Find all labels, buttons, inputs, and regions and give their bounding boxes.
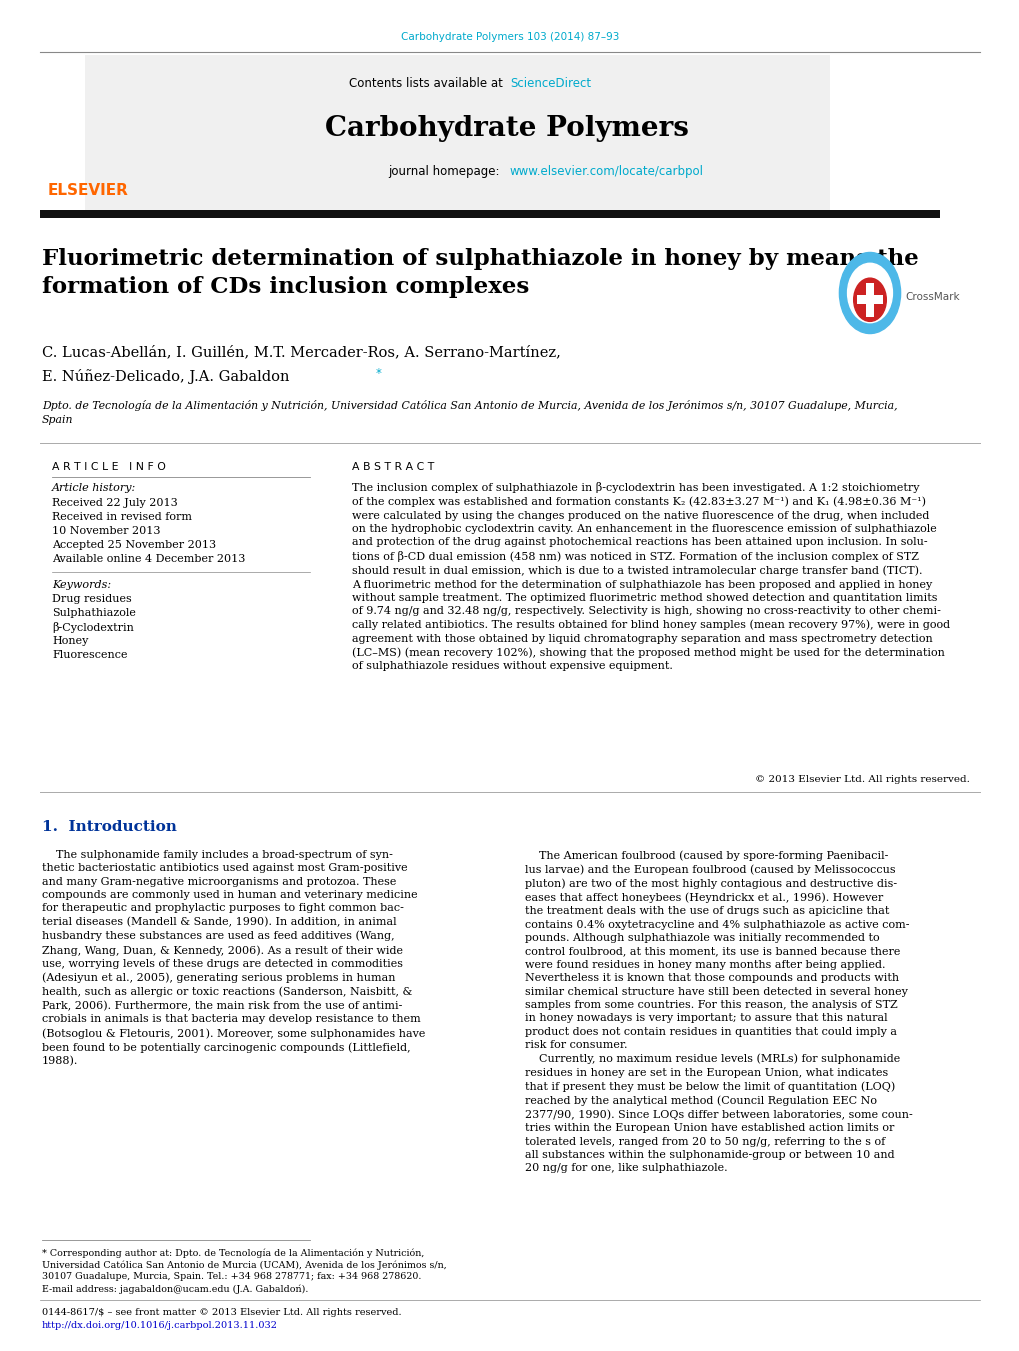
Text: Contents lists available at: Contents lists available at [348, 77, 506, 91]
Text: Received 22 July 2013: Received 22 July 2013 [52, 499, 177, 508]
Text: journal homepage:: journal homepage: [387, 165, 506, 178]
Text: E. Núñez-Delicado, J.A. Gabaldon: E. Núñez-Delicado, J.A. Gabaldon [42, 369, 289, 384]
Text: Fluorimetric determination of sulphathiazole in honey by means the
formation of : Fluorimetric determination of sulphathia… [42, 249, 918, 299]
Bar [865, 282, 872, 316]
Bar [856, 295, 881, 304]
Text: ELSEVIER: ELSEVIER [48, 182, 128, 199]
Text: Drug residues: Drug residues [52, 594, 131, 604]
Text: Article history:: Article history: [52, 484, 137, 493]
Text: Keywords:: Keywords: [52, 580, 111, 590]
Text: 0144-8617/$ – see front matter © 2013 Elsevier Ltd. All rights reserved.: 0144-8617/$ – see front matter © 2013 El… [42, 1308, 401, 1317]
Text: Received in revised form: Received in revised form [52, 512, 192, 521]
Text: www.elsevier.com/locate/carbpol: www.elsevier.com/locate/carbpol [510, 165, 703, 178]
Text: A B S T R A C T: A B S T R A C T [352, 462, 434, 471]
Circle shape [847, 263, 892, 323]
Text: Carbohydrate Polymers: Carbohydrate Polymers [325, 115, 688, 142]
Text: The inclusion complex of sulphathiazole in β-cyclodextrin has been investigated.: The inclusion complex of sulphathiazole … [352, 482, 949, 671]
Text: CrossMark: CrossMark [905, 292, 959, 303]
Bar [40, 209, 940, 218]
Text: ScienceDirect: ScienceDirect [510, 77, 591, 91]
Text: Sulphathiazole: Sulphathiazole [52, 608, 136, 617]
Text: http://dx.doi.org/10.1016/j.carbpol.2013.11.032: http://dx.doi.org/10.1016/j.carbpol.2013… [42, 1321, 278, 1329]
Text: 1.  Introduction: 1. Introduction [42, 820, 176, 834]
Text: Honey: Honey [52, 636, 89, 646]
Bar [85, 55, 829, 209]
Text: Dpto. de Tecnología de la Alimentación y Nutrición, Universidad Católica San Ant: Dpto. de Tecnología de la Alimentación y… [42, 400, 897, 424]
Circle shape [839, 253, 900, 334]
Text: Available online 4 December 2013: Available online 4 December 2013 [52, 554, 246, 563]
Text: Universidad Católica San Antonio de Murcia (UCAM), Avenida de los Jerónimos s/n,: Universidad Católica San Antonio de Murc… [42, 1260, 446, 1270]
Text: A R T I C L E   I N F O: A R T I C L E I N F O [52, 462, 166, 471]
Text: The American foulbrood (caused by spore-forming Paenibacil-
lus larvae) and the : The American foulbrood (caused by spore-… [525, 850, 912, 1174]
Text: © 2013 Elsevier Ltd. All rights reserved.: © 2013 Elsevier Ltd. All rights reserved… [754, 775, 969, 784]
Text: C. Lucas-Abellán, I. Guillén, M.T. Mercader-Ros, A. Serrano-Martínez,: C. Lucas-Abellán, I. Guillén, M.T. Merca… [42, 345, 560, 359]
Text: β-Cyclodextrin: β-Cyclodextrin [52, 621, 133, 634]
Text: Fluorescence: Fluorescence [52, 650, 127, 661]
Circle shape [853, 278, 886, 322]
Text: 10 November 2013: 10 November 2013 [52, 526, 160, 536]
Text: E-mail address: jagabaldon@ucam.edu (J.A. Gabaldoń).: E-mail address: jagabaldon@ucam.edu (J.A… [42, 1283, 308, 1293]
Text: *: * [376, 367, 381, 380]
Text: * Corresponding author at: Dpto. de Tecnología de la Alimentación y Nutrición,: * Corresponding author at: Dpto. de Tecn… [42, 1248, 424, 1258]
Text: 30107 Guadalupe, Murcia, Spain. Tel.: +34 968 278771; fax: +34 968 278620.: 30107 Guadalupe, Murcia, Spain. Tel.: +3… [42, 1273, 421, 1281]
Text: Accepted 25 November 2013: Accepted 25 November 2013 [52, 540, 216, 550]
Text: Carbohydrate Polymers 103 (2014) 87–93: Carbohydrate Polymers 103 (2014) 87–93 [400, 32, 619, 42]
Text: The sulphonamide family includes a broad-spectrum of syn-
thetic bacteriostatic : The sulphonamide family includes a broad… [42, 850, 425, 1066]
